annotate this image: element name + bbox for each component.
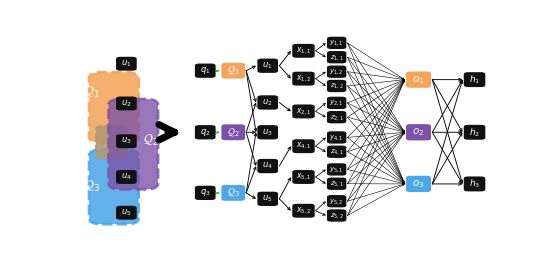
Text: $z_{5,1}$: $z_{5,1}$ <box>330 179 344 188</box>
Text: $y_{1,1}$: $y_{1,1}$ <box>329 38 344 47</box>
FancyBboxPatch shape <box>406 124 431 140</box>
Text: $o_1$: $o_1$ <box>413 74 425 86</box>
FancyBboxPatch shape <box>464 125 485 140</box>
FancyBboxPatch shape <box>108 99 158 189</box>
Text: $u_4$: $u_4$ <box>121 172 132 182</box>
FancyBboxPatch shape <box>327 131 346 144</box>
Text: $\mathcal{Q}_2$: $\mathcal{Q}_2$ <box>227 126 240 139</box>
Text: $o_3$: $o_3$ <box>413 178 425 190</box>
FancyBboxPatch shape <box>116 96 137 110</box>
FancyBboxPatch shape <box>406 176 431 192</box>
FancyBboxPatch shape <box>292 44 315 58</box>
Text: $z_{1,2}$: $z_{1,2}$ <box>330 82 344 91</box>
Text: $y_{2,1}$: $y_{2,1}$ <box>329 98 344 107</box>
Text: $z_{2,1}$: $z_{2,1}$ <box>330 113 344 122</box>
Text: $y_{1,2}$: $y_{1,2}$ <box>329 67 344 76</box>
Text: $u_1$: $u_1$ <box>262 60 273 71</box>
FancyBboxPatch shape <box>327 80 346 92</box>
FancyBboxPatch shape <box>221 185 245 201</box>
Text: $x_{4,1}$: $x_{4,1}$ <box>296 141 311 151</box>
Text: $u_4$: $u_4$ <box>262 161 273 171</box>
FancyBboxPatch shape <box>464 72 485 87</box>
Text: $\mathcal{Q}_3$: $\mathcal{Q}_3$ <box>84 179 100 195</box>
FancyBboxPatch shape <box>257 59 278 73</box>
Text: $u_2$: $u_2$ <box>121 98 132 109</box>
Text: $x_{1,2}$: $x_{1,2}$ <box>296 74 311 84</box>
FancyBboxPatch shape <box>195 63 216 78</box>
FancyBboxPatch shape <box>89 150 138 224</box>
Text: $u_2$: $u_2$ <box>262 97 273 108</box>
Text: $u_1$: $u_1$ <box>121 59 132 69</box>
Text: $q_3$: $q_3$ <box>200 187 211 198</box>
FancyBboxPatch shape <box>257 95 278 110</box>
Text: $h_3$: $h_3$ <box>469 178 480 190</box>
FancyBboxPatch shape <box>292 170 315 184</box>
FancyBboxPatch shape <box>221 63 245 79</box>
FancyBboxPatch shape <box>116 134 137 148</box>
FancyBboxPatch shape <box>89 72 138 143</box>
Text: $x_{5,2}$: $x_{5,2}$ <box>296 206 311 216</box>
Text: $y_{4,1}$: $y_{4,1}$ <box>329 133 344 142</box>
Text: $\mathcal{Q}_2$: $\mathcal{Q}_2$ <box>143 133 160 148</box>
FancyBboxPatch shape <box>327 209 346 222</box>
Text: $x_{2,1}$: $x_{2,1}$ <box>296 106 311 117</box>
FancyBboxPatch shape <box>116 170 137 184</box>
FancyBboxPatch shape <box>464 176 485 191</box>
Text: $z_{5,2}$: $z_{5,2}$ <box>330 211 344 220</box>
Text: $h_1$: $h_1$ <box>469 73 480 86</box>
Text: $y_{5,2}$: $y_{5,2}$ <box>329 197 344 206</box>
FancyBboxPatch shape <box>257 125 278 139</box>
FancyBboxPatch shape <box>327 163 346 176</box>
Text: $\mathcal{Q}_3$: $\mathcal{Q}_3$ <box>227 187 240 199</box>
FancyBboxPatch shape <box>257 192 278 206</box>
Text: $z_{4,1}$: $z_{4,1}$ <box>330 147 344 156</box>
Text: $u_5$: $u_5$ <box>121 207 132 218</box>
FancyBboxPatch shape <box>406 71 431 88</box>
FancyBboxPatch shape <box>257 159 278 173</box>
Text: $y_{5,1}$: $y_{5,1}$ <box>329 165 344 174</box>
Text: $z_{1,1}$: $z_{1,1}$ <box>330 53 344 62</box>
FancyBboxPatch shape <box>116 57 137 71</box>
Text: $u_3$: $u_3$ <box>262 127 273 138</box>
Text: $q_2$: $q_2$ <box>200 127 211 138</box>
Text: $x_{5,1}$: $x_{5,1}$ <box>296 172 311 182</box>
FancyBboxPatch shape <box>292 204 315 218</box>
Text: $\mathcal{Q}_1$: $\mathcal{Q}_1$ <box>227 64 240 77</box>
FancyBboxPatch shape <box>327 111 346 123</box>
FancyBboxPatch shape <box>292 72 315 86</box>
FancyBboxPatch shape <box>327 178 346 190</box>
Text: $u_5$: $u_5$ <box>262 194 273 204</box>
Text: $\mathcal{Q}_1$: $\mathcal{Q}_1$ <box>84 85 100 100</box>
FancyBboxPatch shape <box>327 66 346 78</box>
Text: $q_1$: $q_1$ <box>200 65 211 76</box>
FancyBboxPatch shape <box>292 139 315 153</box>
FancyBboxPatch shape <box>327 37 346 49</box>
Text: $o_2$: $o_2$ <box>413 126 425 138</box>
FancyBboxPatch shape <box>327 51 346 63</box>
FancyBboxPatch shape <box>195 125 216 139</box>
FancyBboxPatch shape <box>292 104 315 118</box>
FancyBboxPatch shape <box>96 126 127 159</box>
FancyBboxPatch shape <box>327 195 346 207</box>
Text: $x_{1,1}$: $x_{1,1}$ <box>296 46 311 56</box>
Text: $h_2$: $h_2$ <box>469 126 480 139</box>
FancyBboxPatch shape <box>221 124 245 140</box>
FancyBboxPatch shape <box>327 146 346 158</box>
Text: $u_3$: $u_3$ <box>121 136 132 147</box>
FancyBboxPatch shape <box>116 206 137 220</box>
FancyBboxPatch shape <box>195 186 216 200</box>
FancyBboxPatch shape <box>327 97 346 109</box>
